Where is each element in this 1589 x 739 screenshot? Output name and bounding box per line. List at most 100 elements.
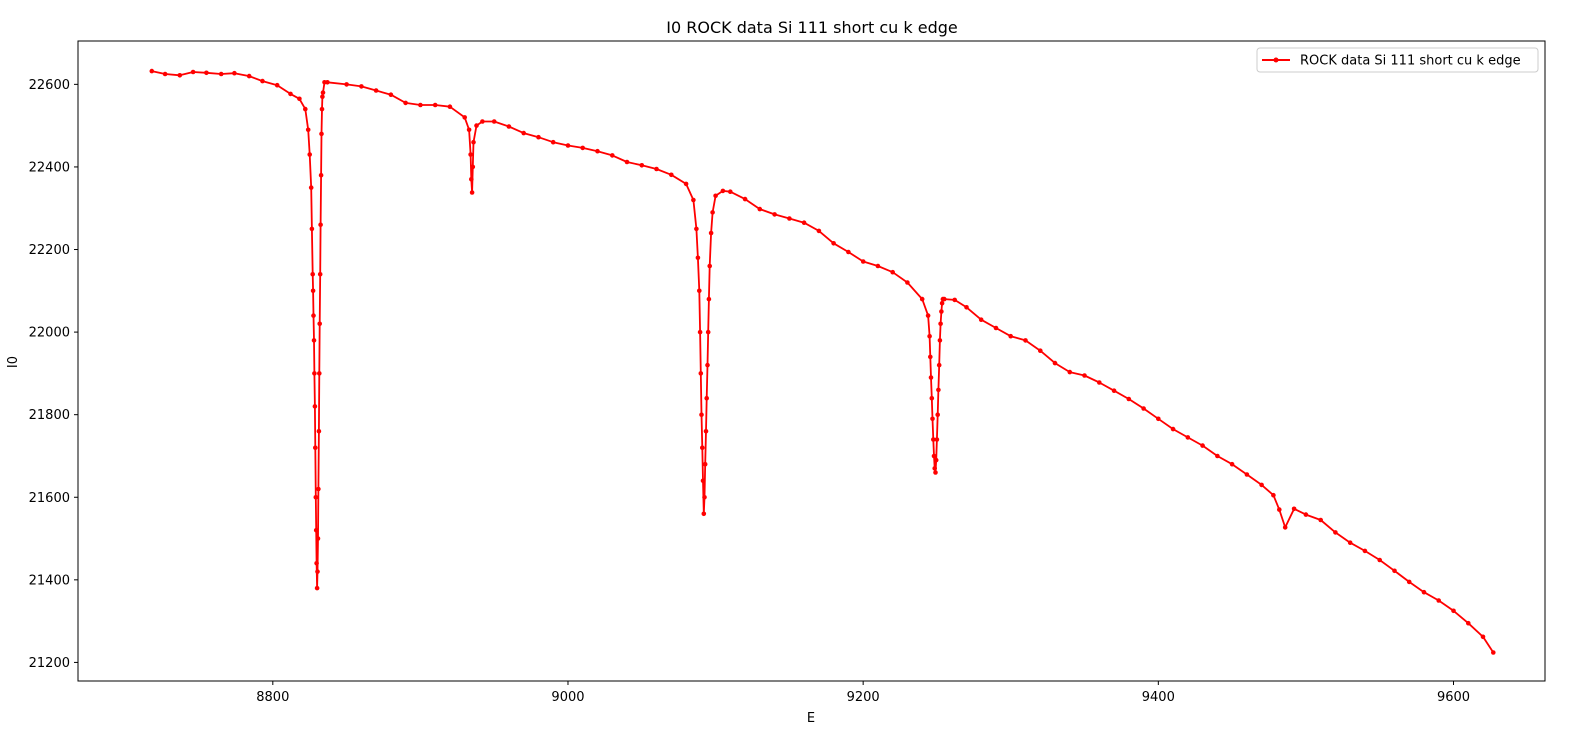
y-tick-label: 21800 — [29, 408, 70, 423]
data-point — [933, 470, 938, 475]
data-point — [204, 70, 209, 76]
data-point — [317, 321, 323, 327]
data-point — [1377, 557, 1382, 563]
data-point — [468, 152, 473, 157]
data-point — [710, 210, 715, 215]
x-tick-label: 9400 — [1142, 690, 1175, 705]
data-point — [1303, 512, 1309, 517]
y-tick-label: 21600 — [29, 491, 70, 506]
data-point — [683, 181, 689, 187]
legend-box — [1256, 47, 1539, 73]
data-point — [260, 78, 265, 84]
data-point — [506, 124, 512, 129]
data-point — [388, 92, 394, 97]
data-point — [1156, 416, 1161, 422]
data-point — [720, 188, 726, 194]
data-point — [1126, 396, 1132, 402]
data-point — [1141, 406, 1146, 411]
data-point — [305, 127, 311, 133]
data-point — [373, 88, 379, 93]
data-point — [705, 362, 710, 368]
data-point — [816, 228, 822, 234]
data-point — [1466, 620, 1471, 626]
data-point — [469, 177, 474, 182]
data-point — [317, 371, 322, 376]
series-line-0 — [151, 70, 1495, 653]
data-point — [1421, 589, 1427, 595]
data-point — [772, 212, 777, 217]
x-axis-label: E — [807, 711, 815, 726]
data-point — [728, 189, 733, 194]
data-point — [311, 338, 317, 343]
data-point — [706, 296, 712, 302]
data-point — [860, 259, 866, 264]
data-point — [691, 197, 696, 203]
data-point — [952, 297, 957, 303]
data-point — [1097, 380, 1102, 385]
data-point — [1318, 517, 1323, 523]
data-point — [701, 511, 707, 517]
data-point — [536, 134, 541, 140]
data-point — [928, 354, 933, 360]
data-point — [935, 412, 940, 418]
data-point — [470, 164, 476, 170]
legend-marker-swatch — [1273, 57, 1279, 63]
data-point — [550, 139, 556, 145]
data-point — [704, 395, 709, 401]
data-point — [471, 139, 476, 145]
data-point — [303, 106, 308, 112]
data-point — [831, 241, 836, 246]
data-point — [288, 91, 293, 97]
data-point — [1229, 461, 1235, 467]
data-point — [319, 131, 324, 137]
data-point — [1259, 482, 1264, 488]
data-point — [316, 486, 321, 492]
data-point — [1277, 507, 1282, 512]
data-point — [936, 362, 942, 368]
data-point — [707, 263, 712, 269]
data-point — [308, 185, 314, 190]
data-point — [964, 305, 969, 310]
data-point — [700, 478, 706, 484]
data-point — [447, 104, 453, 109]
data-point — [1170, 426, 1176, 432]
data-point — [890, 269, 895, 275]
chart-title: I0 ROCK data Si 111 short cu k edge — [666, 18, 957, 37]
data-point — [359, 84, 364, 89]
data-point — [480, 119, 485, 124]
plot-area — [149, 68, 1496, 655]
data-point — [474, 123, 479, 128]
data-point — [938, 321, 943, 327]
data-point — [218, 71, 224, 77]
x-tick-label: 8800 — [256, 690, 289, 705]
data-point — [1491, 650, 1496, 655]
data-point — [654, 166, 659, 172]
data-point — [801, 220, 807, 225]
data-point — [1291, 506, 1297, 512]
data-point — [149, 68, 155, 74]
data-point — [1480, 634, 1486, 640]
data-point — [314, 585, 320, 591]
data-point — [462, 115, 468, 120]
data-point — [325, 80, 330, 85]
data-point — [931, 453, 937, 459]
data-point — [315, 536, 321, 541]
data-point — [928, 375, 934, 380]
data-point — [315, 569, 320, 574]
x-axis: 8800 9000 9200 9400 9600 — [256, 681, 1470, 705]
data-point — [318, 222, 323, 227]
data-point — [1052, 360, 1058, 366]
data-point — [1082, 373, 1087, 378]
data-point — [310, 288, 316, 294]
data-point — [787, 216, 792, 221]
data-point — [1282, 525, 1288, 530]
data-point — [1451, 608, 1456, 614]
data-point — [919, 296, 925, 302]
data-point — [317, 272, 323, 277]
data-point — [1436, 598, 1441, 603]
data-point — [1271, 492, 1276, 498]
data-point — [1362, 548, 1368, 554]
y-tick-label: 22000 — [29, 326, 70, 341]
data-point — [162, 71, 168, 77]
